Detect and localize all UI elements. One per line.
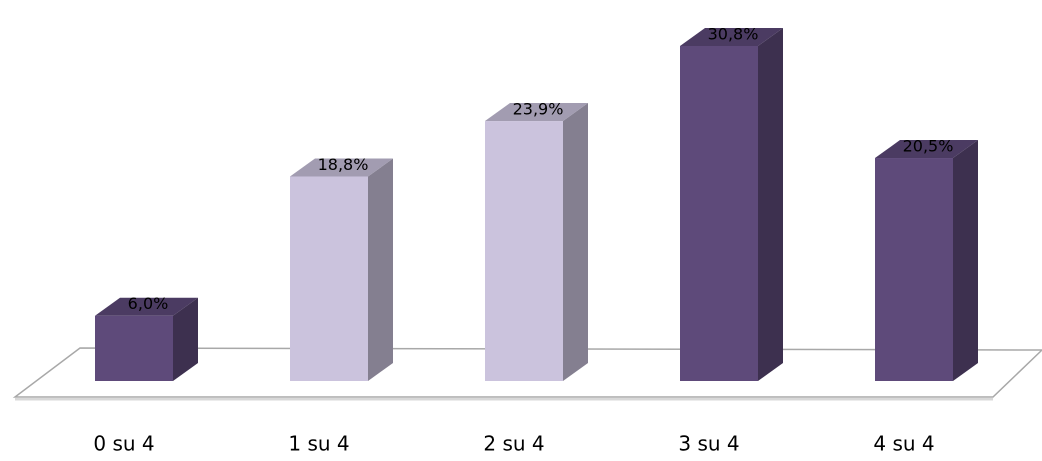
bar [290, 176, 368, 381]
bar-side [758, 28, 783, 381]
value-label: 30,8% [708, 25, 759, 44]
bar [485, 121, 563, 381]
bar-top [680, 28, 783, 46]
bar-side [563, 103, 588, 381]
bar-side [953, 140, 978, 381]
value-label: 20,5% [903, 137, 954, 156]
bar-side [173, 297, 198, 381]
x-tick-label: 2 su 4 [483, 432, 544, 456]
x-tick-label: 4 su 4 [873, 432, 934, 456]
value-label: 23,9% [513, 100, 564, 119]
x-tick-label: 1 su 4 [288, 432, 349, 456]
x-tick-label: 0 su 4 [93, 432, 154, 456]
value-label: 18,8% [318, 155, 369, 174]
x-tick-label: 3 su 4 [678, 432, 739, 456]
bar [875, 158, 953, 381]
bar-top [95, 297, 198, 316]
bar [680, 46, 758, 381]
bar-top [485, 103, 588, 122]
value-label: 6,0% [128, 294, 169, 313]
bar [95, 315, 173, 381]
bar-top [875, 140, 978, 159]
bar-side [368, 158, 393, 381]
bar-top [290, 158, 393, 177]
